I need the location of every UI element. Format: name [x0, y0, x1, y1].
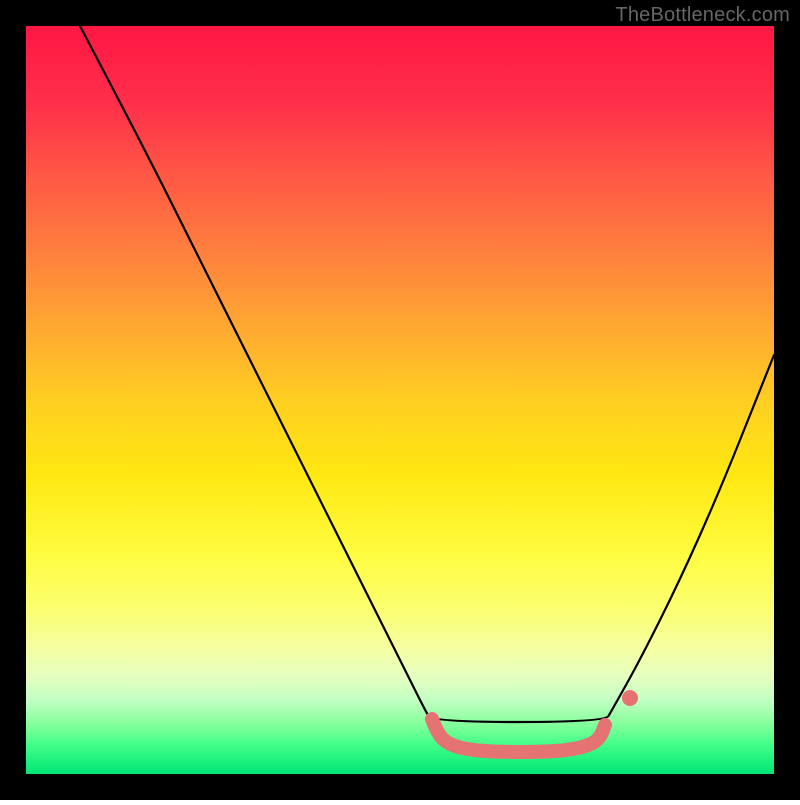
bottleneck-chart: [0, 0, 800, 800]
watermark-text: TheBottleneck.com: [615, 4, 790, 27]
marker-dot: [622, 690, 638, 706]
chart-svg: [0, 0, 800, 800]
